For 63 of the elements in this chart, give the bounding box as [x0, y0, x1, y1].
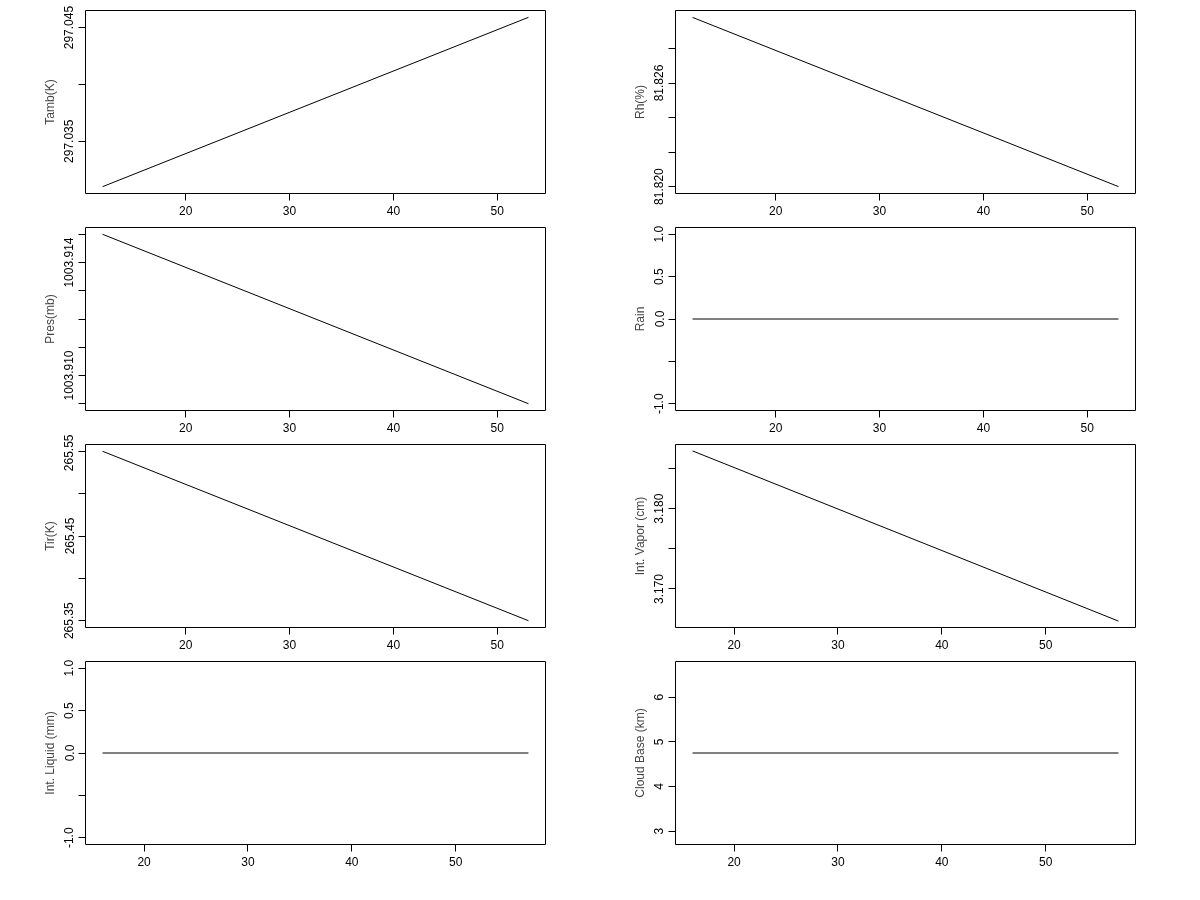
- x-tick-label: 50: [1080, 420, 1095, 435]
- x-tick-label: 20: [768, 203, 783, 218]
- x-tick-label: 40: [386, 420, 401, 435]
- x-tick-label: 40: [935, 854, 949, 869]
- x-tick-label: 20: [727, 637, 742, 652]
- y-tick-label: 0.5: [62, 701, 77, 719]
- x-tick-label: 50: [490, 637, 505, 652]
- y-tick-label: 297.045: [62, 5, 77, 50]
- x-tick-label: 30: [831, 854, 845, 869]
- y-tick-label: 0.5: [652, 267, 667, 285]
- y-tick-label: 3.180: [652, 493, 667, 524]
- x-tick-label: 30: [282, 420, 297, 435]
- x-tick-label: 40: [386, 203, 401, 218]
- y-tick-label: 1003.914: [62, 237, 77, 288]
- x-tick-label: 30: [282, 637, 297, 652]
- y-axis-title: Rain: [632, 306, 647, 332]
- y-tick-label: 265.55: [62, 434, 77, 472]
- y-axis-title: Tir(K): [42, 521, 57, 551]
- x-tick-label: 30: [872, 203, 887, 218]
- x-tick-label: 40: [345, 854, 359, 869]
- x-tick-label: 50: [1039, 637, 1053, 652]
- y-axis-title: Rh(%): [632, 84, 647, 119]
- x-tick-label: 20: [178, 203, 193, 218]
- y-tick-label: 1.0: [62, 659, 77, 677]
- x-tick-label: 30: [241, 854, 255, 869]
- y-tick-label: 265.35: [62, 602, 77, 640]
- y-tick-label: 297.035: [62, 119, 77, 163]
- x-tick-label: 30: [872, 420, 887, 435]
- y-tick-label: 3: [652, 827, 667, 835]
- y-tick-label: 6: [652, 693, 667, 701]
- x-tick-label: 50: [449, 854, 463, 869]
- x-tick-label: 50: [490, 203, 505, 218]
- x-tick-label: 30: [831, 637, 845, 652]
- x-tick-label: 50: [1080, 203, 1095, 218]
- x-tick-label: 50: [1039, 854, 1053, 869]
- x-tick-label: 50: [490, 420, 505, 435]
- y-tick-label: 81.820: [652, 167, 667, 205]
- y-tick-label: 0.0: [62, 744, 77, 762]
- y-axis-title: Int. Liquid (mm): [42, 711, 57, 795]
- y-tick-label: -1.0: [62, 827, 77, 849]
- y-tick-label: 1003.910: [62, 350, 77, 401]
- x-tick-label: 40: [976, 203, 991, 218]
- x-tick-label: 40: [976, 420, 991, 435]
- x-tick-label: 20: [178, 637, 193, 652]
- x-tick-label: 20: [727, 854, 742, 869]
- x-tick-label: 20: [768, 420, 783, 435]
- y-tick-label: 1.0: [652, 225, 667, 243]
- y-tick-label: 5: [652, 738, 667, 746]
- x-tick-label: 20: [137, 854, 152, 869]
- y-tick-label: -1.0: [652, 393, 667, 415]
- x-tick-label: 30: [282, 203, 297, 218]
- y-axis-title: Tamb(K): [42, 79, 57, 125]
- y-tick-label: 81.826: [652, 64, 667, 102]
- y-tick-label: 4: [652, 782, 667, 790]
- x-tick-label: 20: [178, 420, 193, 435]
- x-tick-label: 40: [386, 637, 401, 652]
- y-axis-title: Pres(mb): [42, 294, 57, 344]
- x-tick-label: 40: [935, 637, 949, 652]
- y-tick-label: 0.0: [652, 310, 667, 328]
- y-tick-label: 265.45: [62, 517, 77, 555]
- y-axis-title: Cloud Base (km): [632, 708, 647, 798]
- y-tick-label: 3.170: [652, 573, 667, 604]
- y-axis-title: Int. Vapor (cm): [632, 496, 647, 576]
